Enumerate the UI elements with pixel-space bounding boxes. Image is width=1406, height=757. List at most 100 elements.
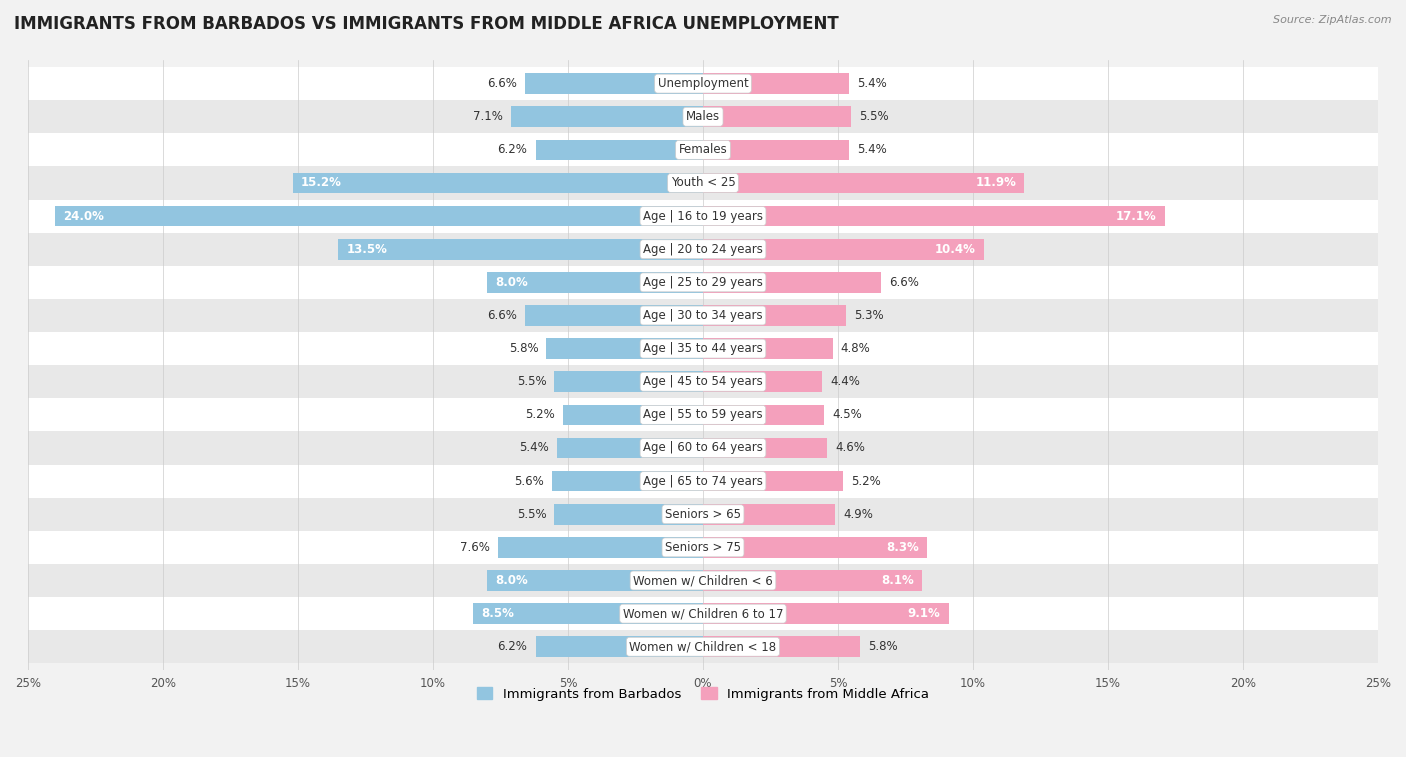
Text: 6.6%: 6.6%	[890, 276, 920, 289]
Bar	[703, 206, 1164, 226]
Bar	[28, 332, 1378, 365]
Legend: Immigrants from Barbados, Immigrants from Middle Africa: Immigrants from Barbados, Immigrants fro…	[471, 682, 935, 706]
Bar	[28, 133, 1378, 167]
Text: Source: ZipAtlas.com: Source: ZipAtlas.com	[1274, 15, 1392, 25]
Text: 5.8%: 5.8%	[509, 342, 538, 355]
Text: 7.1%: 7.1%	[474, 111, 503, 123]
Bar	[28, 531, 1378, 564]
Bar	[524, 73, 703, 94]
Text: 11.9%: 11.9%	[976, 176, 1017, 189]
Text: Age | 35 to 44 years: Age | 35 to 44 years	[643, 342, 763, 355]
Bar	[28, 232, 1378, 266]
Text: Age | 16 to 19 years: Age | 16 to 19 years	[643, 210, 763, 223]
Bar	[28, 200, 1378, 232]
Text: 5.5%: 5.5%	[859, 111, 889, 123]
Text: Unemployment: Unemployment	[658, 77, 748, 90]
Bar	[28, 67, 1378, 100]
Text: Seniors > 75: Seniors > 75	[665, 541, 741, 554]
Bar	[474, 603, 703, 624]
Bar	[703, 637, 859, 657]
Text: 5.5%: 5.5%	[517, 508, 547, 521]
Bar	[551, 471, 703, 491]
Text: 9.1%: 9.1%	[908, 607, 941, 620]
Text: 15.2%: 15.2%	[301, 176, 342, 189]
Text: 8.0%: 8.0%	[495, 276, 527, 289]
Text: Males: Males	[686, 111, 720, 123]
Bar	[339, 239, 703, 260]
Bar	[28, 167, 1378, 200]
Bar	[703, 239, 984, 260]
Text: 10.4%: 10.4%	[935, 243, 976, 256]
Text: 4.4%: 4.4%	[830, 375, 860, 388]
Bar	[486, 272, 703, 293]
Bar	[28, 100, 1378, 133]
Text: 4.6%: 4.6%	[835, 441, 865, 454]
Bar	[28, 398, 1378, 431]
Text: 6.2%: 6.2%	[498, 640, 527, 653]
Text: 8.1%: 8.1%	[880, 574, 914, 587]
Bar	[703, 570, 922, 590]
Bar	[703, 537, 927, 558]
Text: 7.6%: 7.6%	[460, 541, 489, 554]
Bar	[28, 266, 1378, 299]
Text: Age | 25 to 29 years: Age | 25 to 29 years	[643, 276, 763, 289]
Bar	[28, 564, 1378, 597]
Bar	[703, 139, 849, 160]
Text: Women w/ Children < 18: Women w/ Children < 18	[630, 640, 776, 653]
Text: Age | 65 to 74 years: Age | 65 to 74 years	[643, 475, 763, 488]
Text: 4.9%: 4.9%	[844, 508, 873, 521]
Bar	[703, 305, 846, 326]
Bar	[536, 637, 703, 657]
Bar	[703, 504, 835, 525]
Text: 6.2%: 6.2%	[498, 143, 527, 157]
Text: Seniors > 65: Seniors > 65	[665, 508, 741, 521]
Bar	[703, 272, 882, 293]
Text: Age | 45 to 54 years: Age | 45 to 54 years	[643, 375, 763, 388]
Bar	[486, 570, 703, 590]
Text: IMMIGRANTS FROM BARBADOS VS IMMIGRANTS FROM MIDDLE AFRICA UNEMPLOYMENT: IMMIGRANTS FROM BARBADOS VS IMMIGRANTS F…	[14, 15, 839, 33]
Text: Age | 20 to 24 years: Age | 20 to 24 years	[643, 243, 763, 256]
Bar	[28, 431, 1378, 465]
Bar	[703, 372, 821, 392]
Bar	[547, 338, 703, 359]
Bar	[28, 365, 1378, 398]
Bar	[524, 305, 703, 326]
Bar	[703, 471, 844, 491]
Text: 24.0%: 24.0%	[63, 210, 104, 223]
Text: Age | 60 to 64 years: Age | 60 to 64 years	[643, 441, 763, 454]
Bar	[28, 630, 1378, 663]
Text: 5.3%: 5.3%	[855, 309, 884, 322]
Bar	[703, 338, 832, 359]
Text: 5.4%: 5.4%	[856, 77, 887, 90]
Bar	[536, 139, 703, 160]
Text: Age | 30 to 34 years: Age | 30 to 34 years	[643, 309, 763, 322]
Bar	[28, 597, 1378, 630]
Text: Age | 55 to 59 years: Age | 55 to 59 years	[643, 408, 763, 422]
Bar	[703, 404, 824, 425]
Text: 5.5%: 5.5%	[517, 375, 547, 388]
Text: Females: Females	[679, 143, 727, 157]
Bar	[554, 372, 703, 392]
Text: 17.1%: 17.1%	[1116, 210, 1157, 223]
Text: 8.3%: 8.3%	[886, 541, 920, 554]
Bar	[498, 537, 703, 558]
Bar	[28, 497, 1378, 531]
Text: Women w/ Children < 6: Women w/ Children < 6	[633, 574, 773, 587]
Text: 8.5%: 8.5%	[482, 607, 515, 620]
Text: 13.5%: 13.5%	[347, 243, 388, 256]
Bar	[703, 603, 949, 624]
Bar	[512, 107, 703, 127]
Bar	[703, 73, 849, 94]
Text: 6.6%: 6.6%	[486, 77, 516, 90]
Text: Youth < 25: Youth < 25	[671, 176, 735, 189]
Text: 4.5%: 4.5%	[832, 408, 862, 422]
Bar	[703, 107, 852, 127]
Text: 6.6%: 6.6%	[486, 309, 516, 322]
Text: Women w/ Children 6 to 17: Women w/ Children 6 to 17	[623, 607, 783, 620]
Text: 5.2%: 5.2%	[524, 408, 554, 422]
Bar	[292, 173, 703, 193]
Bar	[554, 504, 703, 525]
Bar	[703, 173, 1025, 193]
Bar	[557, 438, 703, 458]
Text: 5.2%: 5.2%	[852, 475, 882, 488]
